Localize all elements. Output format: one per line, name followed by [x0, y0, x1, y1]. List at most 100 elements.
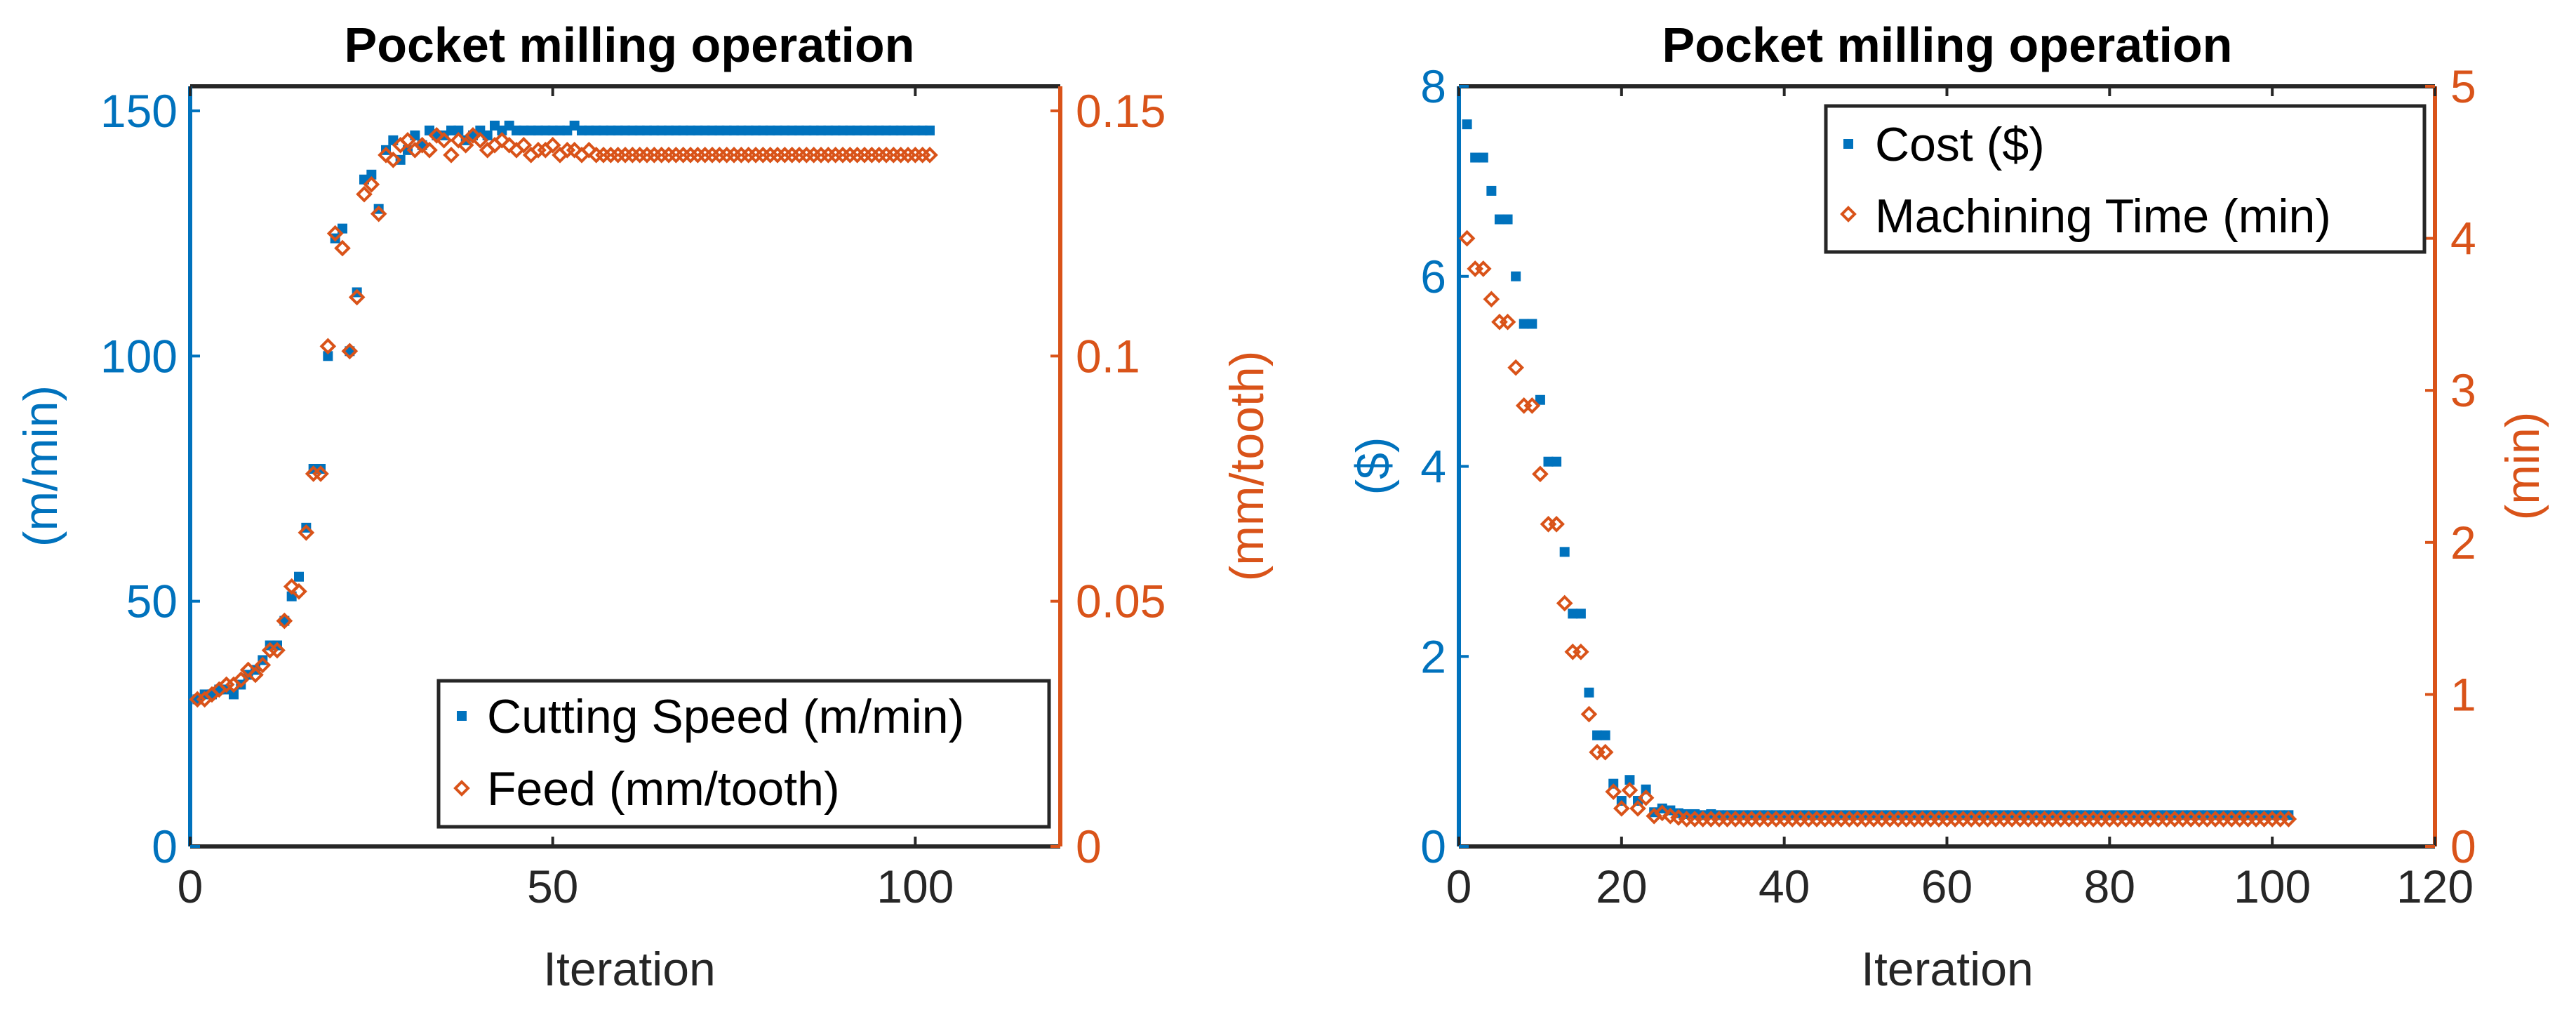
- right-y-tick-label: 0.1: [1076, 330, 1140, 382]
- data-point: [413, 137, 431, 154]
- legend-box: [1824, 104, 2427, 254]
- left-y-tick-label: 6: [1420, 251, 1446, 303]
- left-y-tick-label: 4: [1420, 441, 1446, 493]
- data-point: [435, 132, 453, 149]
- data-point: [341, 343, 359, 360]
- legend: Cost ($) Machining Time (min): [1824, 104, 2427, 254]
- data-point: [291, 583, 307, 600]
- data-point: [1494, 214, 1504, 225]
- legend-marker-cost: [1843, 139, 1853, 149]
- left-y-ticks: 0 2 4 6 8: [1420, 60, 1469, 872]
- x-tick-label: 60: [1921, 860, 1973, 912]
- data-point: [925, 125, 935, 135]
- left-y-tick-label: 0: [152, 820, 178, 872]
- data-point: [1556, 594, 1573, 612]
- data-point: [1613, 800, 1630, 817]
- data-point: [334, 239, 351, 257]
- data-point: [1499, 313, 1516, 331]
- data-point: [232, 671, 250, 689]
- series-1: [1458, 230, 2297, 827]
- x-axis-label: Iteration: [543, 943, 716, 996]
- data-point: [370, 205, 387, 222]
- data-point: [298, 524, 315, 541]
- data-point: [356, 185, 373, 203]
- data-point: [428, 127, 446, 144]
- x-tick-label: 0: [178, 860, 203, 912]
- data-point: [385, 151, 402, 168]
- x-tick-label: 100: [2234, 860, 2311, 912]
- data-series: [1458, 119, 2297, 827]
- right-y-tick-label: 0.15: [1076, 85, 1166, 137]
- x-axis-label: Iteration: [1861, 943, 2034, 996]
- data-point: [1592, 730, 1603, 740]
- data-point: [239, 661, 257, 679]
- data-point: [323, 351, 333, 361]
- x-tick-label: 80: [2084, 860, 2135, 912]
- left-y-tick-label: 50: [126, 576, 178, 627]
- chart-cutting-speed-feed: Pocket milling operation 0 50 100 0 50 100 15…: [14, 18, 1274, 996]
- data-point: [254, 656, 272, 674]
- right-y-tick-label: 0: [1076, 820, 1102, 872]
- data-point: [457, 137, 474, 154]
- legend-marker-cutting-speed: [457, 711, 467, 721]
- data-point: [1548, 515, 1565, 533]
- data-point: [453, 125, 464, 135]
- left-y-tick-label: 150: [100, 85, 178, 137]
- chart-title: Pocket milling operation: [1662, 18, 2233, 72]
- legend-label-cost: Cost ($): [1875, 118, 2045, 171]
- right-y-axis-label: (min): [2496, 412, 2549, 521]
- data-point: [544, 137, 561, 154]
- data-point: [326, 225, 344, 242]
- legend-box: [436, 679, 1051, 829]
- data-point: [472, 132, 489, 149]
- data-point: [1568, 609, 1578, 619]
- right-y-tick-label: 4: [2450, 213, 2476, 265]
- legend-label-machining-time: Machining Time (min): [1875, 190, 2331, 243]
- data-point: [1637, 789, 1655, 806]
- data-point: [515, 137, 533, 154]
- data-point: [2280, 811, 2297, 827]
- left-y-tick-label: 2: [1420, 630, 1446, 682]
- right-y-tick-label: 3: [2450, 364, 2476, 416]
- data-point: [1605, 783, 1622, 800]
- legend-label-cutting-speed: Cutting Speed (m/min): [487, 690, 964, 743]
- data-point: [1600, 730, 1610, 740]
- x-tick-label: 50: [527, 860, 578, 912]
- data-point: [1596, 743, 1614, 761]
- data-point: [1527, 319, 1537, 329]
- data-point: [312, 465, 329, 482]
- series-1: [189, 127, 938, 708]
- data-point: [493, 132, 511, 149]
- left-y-tick-label: 8: [1420, 60, 1446, 112]
- data-point: [294, 571, 304, 582]
- legend-label-feed: Feed (mm/tooth): [487, 762, 840, 816]
- data-point: [443, 146, 460, 164]
- data-point: [1641, 784, 1651, 795]
- x-ticks: 0 20 40 60 80 100 120: [1446, 86, 2474, 912]
- right-y-ticks: 0 1 2 3 4 5: [2425, 60, 2476, 872]
- data-point: [1575, 609, 1586, 619]
- data-point: [1624, 775, 1635, 785]
- data-point: [276, 612, 293, 630]
- data-point: [1519, 319, 1529, 329]
- data-point: [1559, 547, 1570, 557]
- x-tick-label: 0: [1446, 860, 1472, 912]
- x-tick-label: 40: [1759, 860, 1810, 912]
- x-ticks: 0 50 100: [178, 86, 954, 912]
- data-point: [348, 288, 366, 306]
- data-point: [1483, 291, 1500, 308]
- data-point: [1478, 152, 1488, 163]
- data-point: [1523, 397, 1541, 414]
- chart-title: Pocket milling operation: [345, 18, 915, 72]
- data-point: [450, 132, 467, 149]
- data-point: [1511, 271, 1521, 281]
- data-point: [1573, 643, 1589, 660]
- data-point: [1486, 185, 1497, 196]
- data-point: [1502, 214, 1513, 225]
- chart-cost-machining-time: Pocket milling operation 0 20 40 60 80 100 120…: [1347, 18, 2549, 996]
- data-point: [580, 142, 598, 159]
- left-y-axis-label: (m/min): [14, 385, 67, 547]
- data-point: [1580, 705, 1598, 723]
